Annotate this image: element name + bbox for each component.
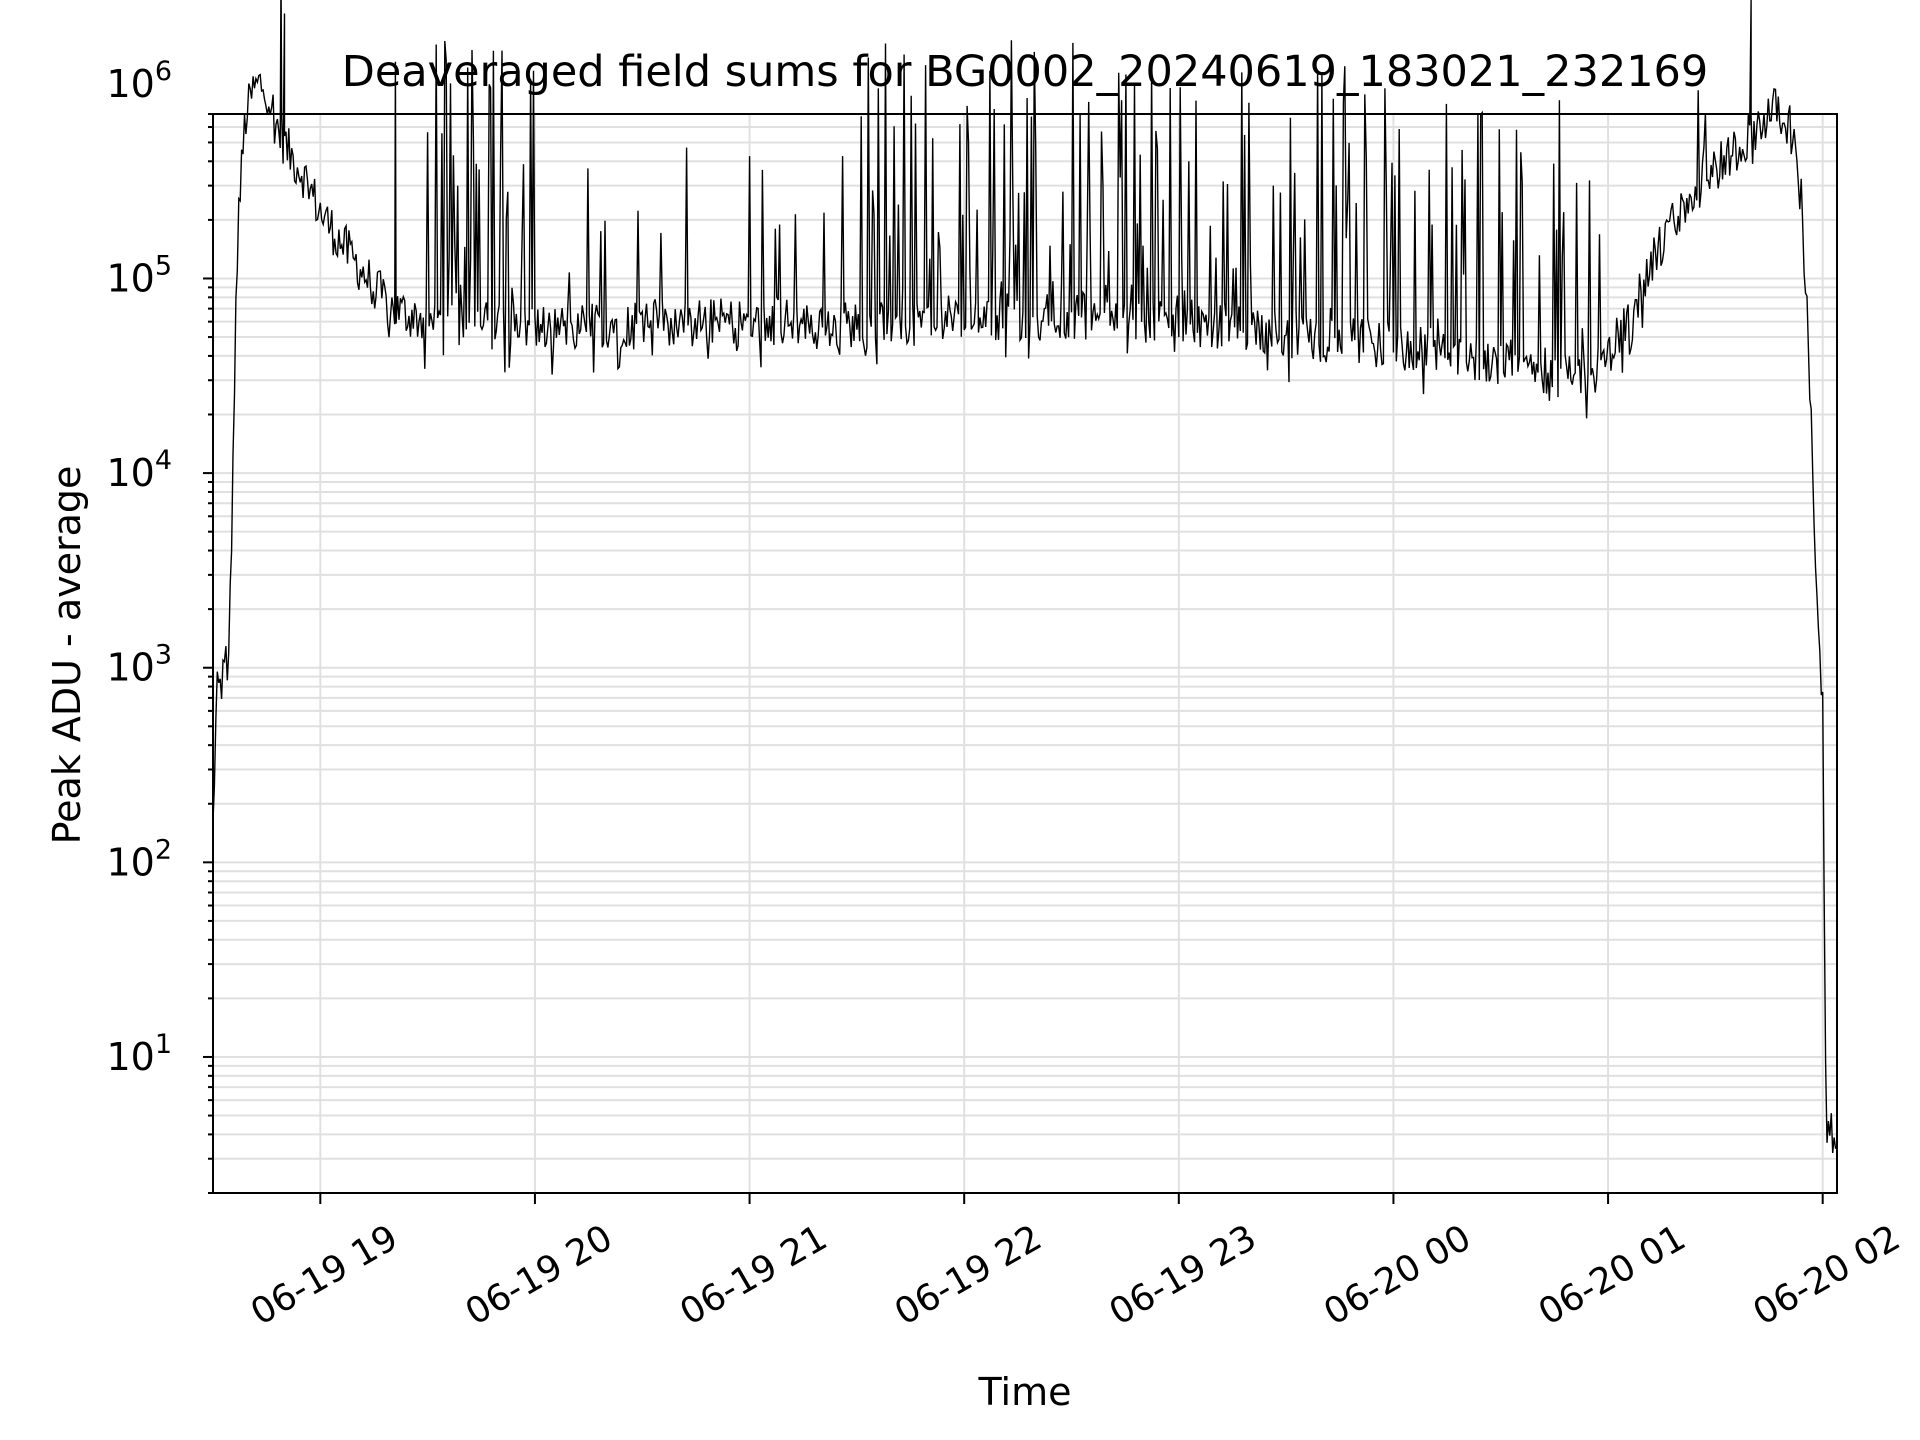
series-line bbox=[212, 0, 1837, 1154]
y-axis-label: Peak ADU - average bbox=[45, 466, 89, 845]
x-axis-label: Time bbox=[978, 1370, 1072, 1414]
y-tick-label: 104 bbox=[106, 445, 172, 495]
y-tick-label: 101 bbox=[106, 1029, 172, 1079]
series-line-group bbox=[212, 0, 1837, 1154]
y-tick-label: 102 bbox=[106, 834, 172, 884]
plot-area-frame bbox=[212, 113, 1838, 1194]
y-tick-label: 106 bbox=[106, 56, 172, 106]
chart-title: Deaveraged field sums for BG0002_2024061… bbox=[342, 47, 1709, 97]
y-tick-label: 103 bbox=[106, 640, 172, 690]
y-tick-label: 105 bbox=[106, 250, 172, 300]
grid-lines bbox=[213, 113, 1837, 1194]
y-axis: 101 102 103 104 105 106 bbox=[106, 56, 213, 1194]
